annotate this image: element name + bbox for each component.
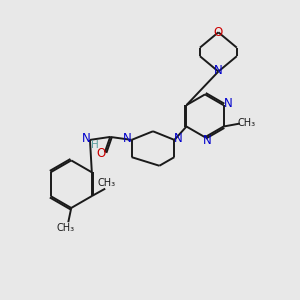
Text: CH₃: CH₃ bbox=[237, 118, 256, 128]
Text: N: N bbox=[224, 97, 233, 110]
Text: CH₃: CH₃ bbox=[57, 223, 75, 233]
Text: O: O bbox=[96, 147, 105, 160]
Text: N: N bbox=[174, 132, 183, 145]
Text: CH₃: CH₃ bbox=[98, 178, 116, 188]
Text: H: H bbox=[92, 140, 99, 150]
Text: N: N bbox=[123, 132, 132, 145]
Text: N: N bbox=[214, 64, 223, 76]
Text: N: N bbox=[81, 132, 90, 145]
Text: N: N bbox=[203, 134, 212, 147]
Text: O: O bbox=[214, 26, 223, 39]
